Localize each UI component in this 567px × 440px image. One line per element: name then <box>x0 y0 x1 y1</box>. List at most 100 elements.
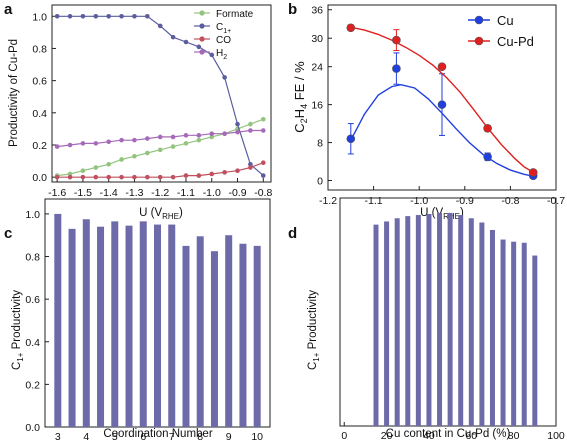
panel-b-x-tick-label: -1.2 <box>319 195 337 207</box>
panel-d-y-label-main: C <box>307 362 319 370</box>
panel-b-data-point <box>437 62 447 71</box>
panel-a-data-point <box>196 173 202 178</box>
panel-a-data-point <box>170 134 176 140</box>
panel-a-data-point <box>93 13 99 19</box>
panel-a-y-tick-label: 0.0 <box>32 172 47 184</box>
panel-d-bar <box>489 229 495 426</box>
panel-a-data-point <box>170 34 176 40</box>
panel-c-bar <box>111 221 119 427</box>
panel-b-y-axis-label: C2H4 FE / % <box>292 61 309 133</box>
panel-letter-a: a <box>4 1 13 18</box>
panel-a-data-point <box>67 142 73 148</box>
panel-b-data-point <box>392 64 401 73</box>
panel-a-x-tick-label: -1.2 <box>151 187 169 199</box>
panel-a-x-tick-label: -1.3 <box>125 187 143 199</box>
panel-a-data-point <box>170 174 176 180</box>
panel-b-y-tick-label: 36 <box>311 5 323 17</box>
panel-c-x-tick-label: 8 <box>197 431 203 440</box>
panel-a-data-point <box>157 147 163 153</box>
panel-b-data-point <box>437 100 447 109</box>
panel-b-legend-label: Cu-Pd <box>497 34 534 49</box>
panel-a-data-point <box>157 134 163 140</box>
panel-a-x-tick-label: -1.4 <box>100 187 118 199</box>
panel-a-legend-label: H2 <box>216 48 227 61</box>
panel-a-data-point <box>145 13 150 19</box>
panel-d-x-tick-label: 80 <box>508 430 520 440</box>
panel-c-bar <box>225 235 233 427</box>
panel-c-y-label-end: Productivity <box>11 290 23 353</box>
panel-a-data-point <box>260 128 266 133</box>
panel-a-x-tick-label: -1.5 <box>74 187 92 199</box>
panel-a-data-point <box>196 44 202 50</box>
panel-d-bar <box>426 213 432 426</box>
panel-a-data-point <box>248 121 253 127</box>
panel-a-data-point <box>248 128 253 133</box>
panel-b-legend-label: Cu <box>497 13 514 28</box>
panel-a-x-tick-label: -0.9 <box>228 187 246 199</box>
panel-d-y-axis-label: C1+ Productivity <box>307 290 321 370</box>
panel-d-bar <box>415 215 421 426</box>
panel-d-bar <box>437 212 443 426</box>
panel-a-data-point <box>260 160 266 165</box>
panel-b-y-tick-label: 24 <box>311 62 323 74</box>
panel-a-x-axis-label: U (VRHE) <box>139 207 183 221</box>
panel-a-data-point <box>183 39 189 45</box>
panel-c-bar <box>54 213 62 427</box>
panel-a-data-point <box>67 13 73 19</box>
panel-d-bar <box>479 222 485 426</box>
panel-c-bar <box>97 226 105 427</box>
panel-d-bar <box>447 212 453 426</box>
panel-c-bar <box>210 251 218 427</box>
panel-a-x-tick-label: -1.0 <box>203 187 221 199</box>
panel-a-data-point <box>145 150 150 156</box>
panel-c-x-tick-label: 4 <box>83 431 89 440</box>
panel-d-bar <box>521 242 527 426</box>
panel-d-y-label-end: Productivity <box>307 290 319 353</box>
panel-b-data-point <box>346 23 356 33</box>
panel-a-data-point <box>145 136 150 141</box>
panel-a-data-point <box>132 174 137 180</box>
panel-a-data-point <box>235 129 240 135</box>
panel-c-bar <box>139 221 147 427</box>
panel-c-bar <box>253 245 261 427</box>
panel-c-y-tick-label: 0.0 <box>25 422 40 434</box>
panel-b-data-point <box>392 35 401 45</box>
panel-c-y-tick-label: 0.4 <box>25 337 40 349</box>
panel-b-c2h4-fe-chart: C2H4 FE / % U (VRHE) -1.2-1.1-1.0-0.9-0.… <box>292 4 565 221</box>
panel-a-data-point <box>196 133 202 138</box>
panel-a-series-line-0 <box>57 118 264 177</box>
panel-c-y-tick-label: 0.8 <box>25 252 40 264</box>
panel-b-data-point <box>346 134 356 144</box>
panel-c-bar <box>125 225 133 427</box>
panel-c-y-label-sub: 1+ <box>16 352 25 361</box>
panel-d-x-tick-label: 20 <box>381 430 393 440</box>
panel-c-x-tick-label: 6 <box>140 431 146 440</box>
panel-a-legend-label: C1+ <box>216 22 231 35</box>
panel-a-data-point <box>54 13 60 19</box>
panel-a-data-point <box>183 133 189 138</box>
panel-a-data-point <box>145 174 150 180</box>
panel-a-legend-marker <box>199 49 205 55</box>
panel-letter-c: c <box>4 225 12 242</box>
panel-c-bar <box>168 224 176 427</box>
panel-a-data-point <box>119 174 124 180</box>
panel-c-bar <box>239 243 247 427</box>
panel-a-data-point <box>132 13 137 19</box>
panel-a-data-point <box>183 173 189 178</box>
panel-a-data-point <box>209 171 215 177</box>
panel-a-data-point <box>222 170 227 175</box>
panel-a-data-point <box>248 162 253 167</box>
panel-a-data-point <box>54 144 60 149</box>
panel-b-x-tick-label: -0.9 <box>456 195 474 207</box>
panel-a-data-point <box>132 153 137 159</box>
panel-d-bar <box>405 216 411 426</box>
panel-b-y-tick-label: 30 <box>311 33 323 45</box>
panel-a-data-point <box>183 141 189 146</box>
panel-a-data-point <box>209 52 215 58</box>
panel-a-y-tick-label: 0.6 <box>32 76 47 88</box>
panel-b-x-tick-label: -0.8 <box>501 195 519 207</box>
panel-b-y-tick-label: 0 <box>317 176 323 188</box>
panel-d-bar <box>394 218 400 426</box>
panel-a-legend-marker <box>199 23 205 29</box>
panel-b-x-label-end: ) <box>460 207 464 219</box>
